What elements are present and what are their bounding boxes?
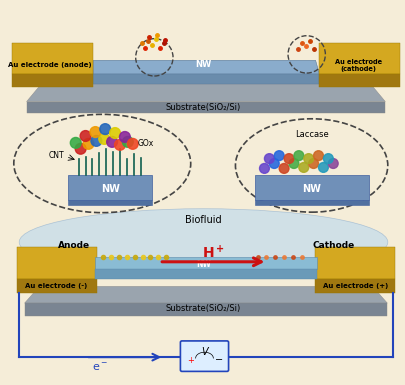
Text: Biofluid: Biofluid (185, 214, 222, 224)
Circle shape (328, 159, 338, 168)
Text: NW: NW (196, 260, 211, 269)
Polygon shape (17, 278, 97, 293)
Polygon shape (25, 303, 387, 316)
Text: Laccase: Laccase (295, 129, 328, 139)
Text: e$^-$: e$^-$ (92, 362, 109, 373)
Polygon shape (68, 200, 152, 205)
Polygon shape (315, 247, 395, 278)
Text: +: + (187, 356, 194, 365)
Circle shape (122, 136, 133, 147)
Circle shape (274, 151, 284, 161)
Circle shape (289, 159, 299, 168)
Text: NW: NW (101, 184, 119, 194)
Text: Substrate(SiO₂/Si): Substrate(SiO₂/Si) (166, 103, 241, 112)
Polygon shape (255, 175, 369, 200)
Ellipse shape (19, 209, 388, 276)
Polygon shape (320, 74, 400, 87)
Text: Au electrode (+): Au electrode (+) (323, 283, 388, 290)
Polygon shape (315, 278, 395, 293)
Polygon shape (96, 257, 317, 269)
Circle shape (264, 154, 274, 164)
Text: V: V (201, 347, 208, 357)
Circle shape (83, 139, 94, 149)
Text: $\mathbf{H^+}$: $\mathbf{H^+}$ (202, 244, 225, 261)
Circle shape (100, 124, 111, 134)
Circle shape (91, 136, 102, 146)
Text: NW: NW (302, 184, 321, 194)
Polygon shape (320, 43, 400, 74)
Circle shape (309, 159, 318, 168)
Polygon shape (12, 74, 94, 87)
Polygon shape (255, 200, 369, 205)
Circle shape (110, 128, 120, 139)
Polygon shape (25, 286, 387, 303)
Circle shape (70, 137, 81, 148)
Polygon shape (94, 74, 320, 84)
Text: GOx: GOx (138, 139, 154, 148)
Text: Au electrode (-): Au electrode (-) (25, 283, 87, 290)
Circle shape (284, 154, 294, 164)
Circle shape (304, 154, 313, 164)
Circle shape (299, 162, 309, 172)
Circle shape (75, 143, 86, 154)
Circle shape (294, 151, 304, 161)
Polygon shape (68, 175, 152, 200)
Text: Cathode: Cathode (312, 241, 354, 249)
Circle shape (127, 139, 138, 149)
Circle shape (324, 154, 333, 164)
Circle shape (107, 136, 117, 147)
Text: Au electrode
(cathode): Au electrode (cathode) (335, 59, 382, 72)
Text: Substrate(SiO₂/Si): Substrate(SiO₂/Si) (166, 305, 241, 313)
Circle shape (80, 131, 91, 141)
Circle shape (318, 162, 328, 172)
Text: NW: NW (195, 60, 212, 69)
Text: Au electrode (anode): Au electrode (anode) (9, 62, 92, 68)
Polygon shape (12, 43, 94, 74)
Circle shape (99, 134, 110, 144)
Circle shape (279, 164, 289, 173)
Polygon shape (94, 60, 320, 74)
Polygon shape (17, 247, 97, 278)
Polygon shape (27, 84, 385, 102)
Polygon shape (96, 269, 317, 278)
FancyBboxPatch shape (180, 341, 228, 372)
Circle shape (260, 164, 269, 173)
Text: CNT: CNT (48, 151, 64, 160)
Circle shape (119, 132, 130, 142)
Circle shape (90, 127, 101, 137)
Circle shape (115, 139, 126, 150)
Circle shape (269, 159, 279, 168)
Circle shape (313, 151, 324, 161)
Polygon shape (27, 102, 385, 113)
Text: Anode: Anode (58, 241, 90, 249)
Text: −: − (215, 355, 224, 365)
